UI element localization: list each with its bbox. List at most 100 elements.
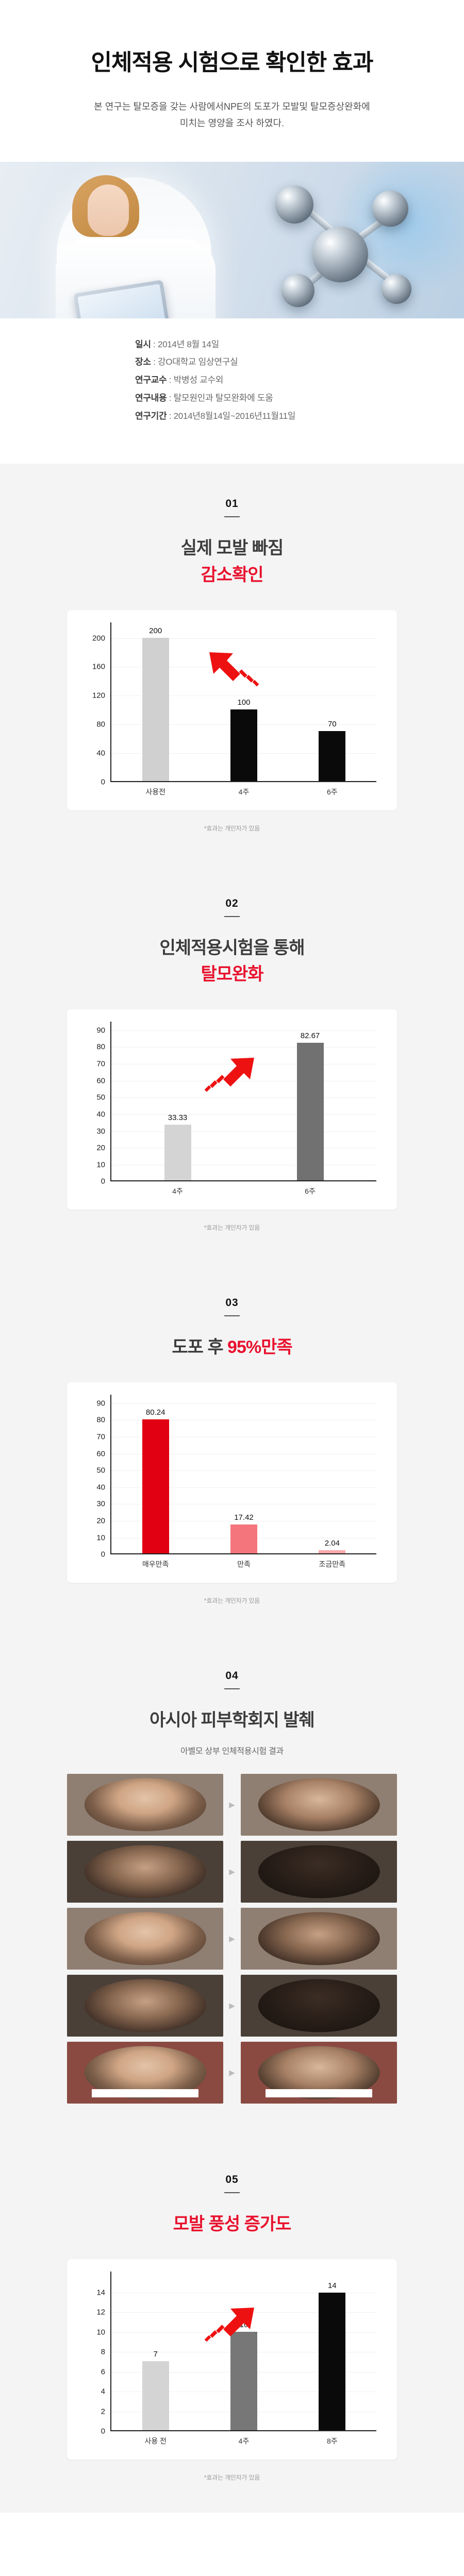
y-axis-tick: 20 — [96, 1143, 105, 1153]
section-04-number: 04 — [225, 1670, 239, 1682]
photo-row: ▶ — [67, 1975, 397, 2037]
gridline — [110, 1403, 376, 1404]
x-axis-label: 매우만족 — [142, 1560, 169, 1569]
y-axis-tick: 90 — [96, 1399, 105, 1408]
bar-value-label: 17.42 — [234, 1513, 254, 1522]
gridline — [110, 1131, 376, 1132]
info-label-period: 연구기간 — [135, 411, 167, 421]
bar-value-label: 7 — [153, 2350, 158, 2359]
chart-05-xlabels: 사용 전 4주 8주 — [111, 2436, 376, 2446]
y-axis-tick: 80 — [96, 1042, 105, 1052]
y-axis-tick: 60 — [96, 1076, 105, 1086]
privacy-bar — [266, 2089, 372, 2098]
study-info-box: 일시 : 2014년 8월 14일 장소 : 강O대학교 임상연구실 연구교수 … — [88, 318, 376, 443]
y-axis-tick: 8 — [101, 2347, 105, 2357]
bar-column: 200 — [111, 626, 200, 781]
bar: 100 — [230, 698, 257, 781]
chart-05-plot: 0 2 4 6 8 10 12 14 7 10 14 — [96, 2272, 376, 2436]
before-photo-2 — [67, 1841, 223, 1903]
bar-column: 33.33 — [111, 1027, 244, 1181]
hero-subtitle-line1: 본 연구는 탈모증을 갖는 사람에서NPE의 도포가 모발및 탈모증상완화에 — [94, 101, 370, 112]
section-03-footnote: *효과는 개인차가 있음 — [204, 1597, 260, 1605]
after-photo-3 — [241, 1908, 397, 1970]
y-axis-tick: 10 — [96, 1533, 105, 1543]
section-02-title: 인체적용시험을 통해 — [159, 938, 305, 958]
section-01-number: 01 — [225, 497, 239, 510]
info-row-date: 일시 : 2014년 8월 14일 — [135, 339, 219, 349]
hero-subtitle: 본 연구는 탈모증을 갖는 사람에서NPE의 도포가 모발및 탈모증상완화에 미… — [0, 98, 464, 132]
doctor-face — [88, 184, 129, 236]
chart-card-02: 0 10 20 30 40 50 60 70 80 90 33.33 82.67 4주 6주 — [67, 1009, 397, 1210]
bar-column: 82.67 — [244, 1027, 376, 1181]
bar: 17.42 — [230, 1513, 257, 1554]
y-axis-tick: 4 — [101, 2387, 105, 2396]
info-row-place: 장소 : 강O대학교 임상연구실 — [135, 357, 238, 367]
y-axis — [110, 1395, 111, 1555]
y-axis-tick: 120 — [92, 691, 105, 700]
y-axis-tick: 40 — [96, 749, 105, 758]
chart-card-05: 0 2 4 6 8 10 12 14 7 10 14 사용 전 4주 8주 — [67, 2259, 397, 2460]
y-axis-tick: 160 — [92, 662, 105, 671]
hero-section: 인체적용 시험으로 확인한 효과 본 연구는 탈모증을 갖는 사람에서NPE의 … — [0, 0, 464, 132]
x-axis — [110, 1553, 376, 1555]
molecule-atom — [382, 274, 411, 304]
chart-03-plot: 0 10 20 30 40 50 60 70 80 90 80.24 17.42 2.04 — [96, 1395, 376, 1559]
chart-card-03: 0 10 20 30 40 50 60 70 80 90 80.24 17.42 2.04 매우만족 만족… — [67, 1382, 397, 1583]
bar-value-label: 80.24 — [145, 1408, 165, 1417]
molecule-graphic — [263, 182, 433, 321]
gridline — [110, 2431, 376, 2432]
before-photo-5 — [67, 2042, 223, 2104]
y-axis-tick: 80 — [96, 720, 105, 729]
section-03-title-highlight: 95%만족 — [227, 1337, 293, 1358]
x-axis-label: 6주 — [326, 787, 338, 796]
bar-series: 7 10 14 — [111, 2277, 376, 2431]
x-axis-label: 4주 — [172, 1187, 183, 1196]
scalp-area — [84, 1912, 206, 1965]
bar-column: 100 — [200, 628, 288, 781]
y-axis — [110, 622, 111, 782]
chart-02-plot: 0 10 20 30 40 50 60 70 80 90 33.33 82.67 — [96, 1022, 376, 1186]
scalp-area — [258, 1979, 380, 2032]
x-axis-label: 6주 — [305, 1187, 316, 1196]
section-05-title: 모발 풍성 증가도 — [173, 2214, 292, 2234]
gridline — [110, 1114, 376, 1115]
gridline — [110, 1470, 376, 1471]
section-04: 04 아시아 피부학회지 발췌 아벨모 상부 인체적용시험 결과 ▶ ▶ ▶ — [0, 1636, 464, 2140]
y-axis-tick: 30 — [96, 1499, 105, 1509]
x-axis-label: 사용전 — [145, 787, 165, 796]
y-axis-tick: 60 — [96, 1449, 105, 1459]
bar-column: 80.24 — [111, 1400, 200, 1554]
y-axis-tick: 70 — [96, 1059, 105, 1069]
bar-series: 33.33 82.67 — [111, 1027, 376, 1181]
hero-subtitle-line2: 미치는 영양을 조사 하였다. — [179, 118, 285, 129]
info-row-content: 연구내용 : 탈모원인과 탈모완화에 도움 — [135, 393, 273, 403]
bar-value-label: 33.33 — [168, 1113, 188, 1123]
info-value-date: 2014년 8월 14일 — [157, 339, 219, 349]
bar-value-label: 200 — [149, 626, 162, 636]
bar: 14 — [319, 2281, 346, 2431]
section-02: 02 인체적용시험을 통해 탈모완화 0 10 20 30 40 50 60 70 80 90 33… — [0, 863, 464, 1263]
y-axis-tick: 12 — [96, 2308, 105, 2317]
bar: 200 — [142, 626, 169, 781]
y-axis-tick: 40 — [96, 1483, 105, 1492]
bar: 10 — [230, 2320, 257, 2431]
section-05: 05 모발 풍성 증가도 0 2 4 6 8 10 12 14 7 10 14 사용 전 4주 8주 *… — [0, 2140, 464, 2513]
section-03-title-prefix: 도포 후 — [172, 1337, 228, 1358]
chevron-right-icon: ▶ — [229, 1801, 235, 1810]
info-value-period: 2014년8월14일~2016년11월11일 — [173, 411, 296, 421]
chart-01-xlabels: 사용전 4주 6주 — [111, 787, 376, 797]
bar: 82.67 — [296, 1031, 324, 1181]
section-01-title: 실제 모발 빠짐 — [180, 538, 284, 558]
bar-column: 14 — [288, 2277, 376, 2431]
bar: 7 — [142, 2350, 169, 2431]
photo-comparison-grid: ▶ ▶ ▶ ▶ ▶ — [67, 1774, 397, 2104]
y-axis-tick: 200 — [92, 634, 105, 642]
section-04-rule — [224, 1688, 240, 1690]
y-axis-tick: 14 — [96, 2288, 105, 2297]
after-photo-5 — [241, 2042, 397, 2104]
photo-row: ▶ — [67, 2042, 397, 2104]
x-axis-label: 만족 — [237, 1560, 251, 1569]
y-axis-tick: 50 — [96, 1466, 105, 1475]
info-value-professor: 박병성 교수외 — [173, 375, 224, 385]
bar-column: 7 — [111, 2277, 200, 2431]
